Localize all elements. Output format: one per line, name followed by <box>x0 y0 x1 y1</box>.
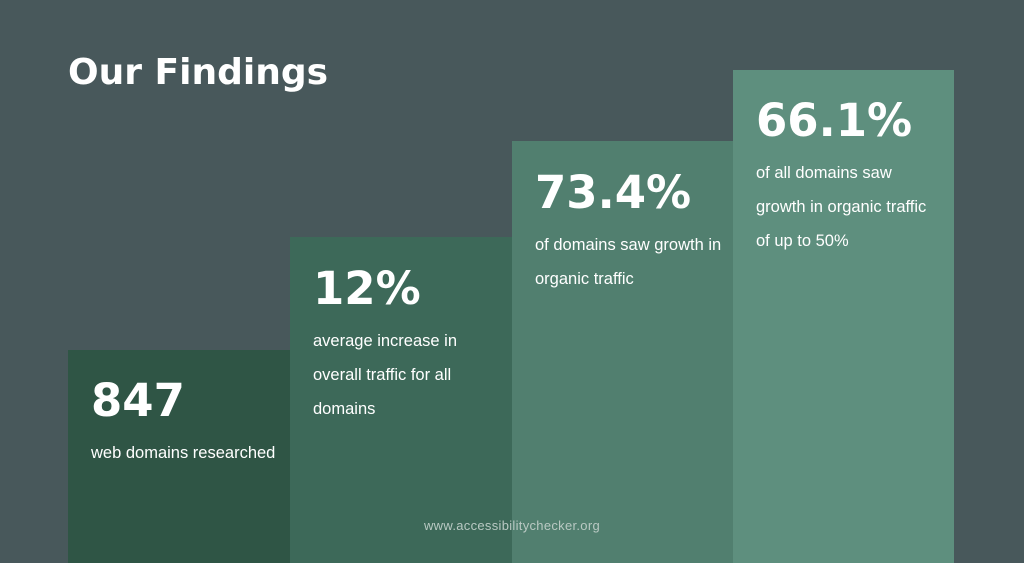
stat-description: average increase in overall traffic for … <box>313 332 458 418</box>
stat-block-organic-growth: 73.4% of domains saw growth in organic t… <box>512 141 734 563</box>
stat-description: of all domains saw growth in organic tra… <box>756 164 927 250</box>
stat-block-web-domains: 847 web domains researched <box>68 350 290 563</box>
stat-value: 847 <box>91 374 185 427</box>
stat-description: of domains saw growth in organic traffic <box>535 236 722 288</box>
footer-website-url: www.accessibilitychecker.org <box>423 518 601 533</box>
stat-description: web domains researched <box>91 444 276 462</box>
stat-value: 73.4% <box>535 166 692 219</box>
stat-value: 66.1% <box>756 94 913 147</box>
page-title: Our Findings <box>68 52 329 93</box>
stat-block-traffic-increase: 12% average increase in overall traffic … <box>290 237 512 563</box>
stat-block-organic-growth-50: 66.1% of all domains saw growth in organ… <box>733 70 954 563</box>
stat-value: 12% <box>313 262 421 315</box>
